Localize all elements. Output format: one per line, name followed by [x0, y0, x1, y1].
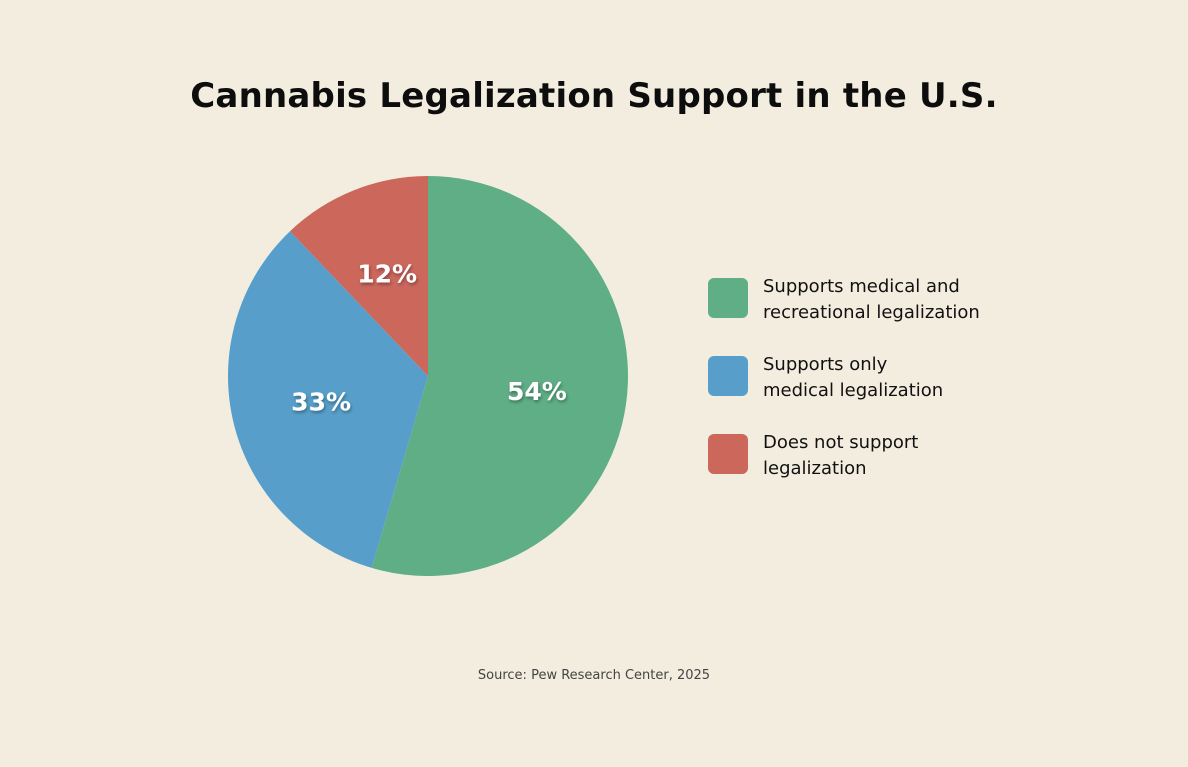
pie-slice-no-support — [289, 176, 428, 376]
legend-label: Supports only medical legalization — [763, 352, 983, 404]
slice-label-medical-recreational: 54% — [507, 377, 567, 406]
legend-label: Does not support legalization — [763, 430, 983, 482]
legend-label: Supports medical and recreational legali… — [763, 274, 983, 326]
legend-label-line: recreational legalization — [763, 302, 980, 323]
chart-title: Cannabis Legalization Support in the U.S… — [190, 76, 998, 116]
source-note: Source: Pew Research Center, 2025 — [477, 668, 711, 683]
legend-label-line: legalization — [763, 458, 867, 479]
slice-label-no-support: 12% — [357, 259, 417, 288]
legend-label-line: Does not support — [763, 432, 919, 453]
legend-label-line: medical legalization — [763, 380, 944, 401]
legend-swatch-no-support — [708, 434, 748, 474]
pie-slice-medical-only — [227, 231, 428, 568]
legend: Supports medical and recreational legali… — [708, 274, 983, 508]
slice-label-medical-only: 33% — [291, 387, 351, 416]
legend-item: Supports only medical legalization — [708, 352, 983, 430]
legend-label-line: Supports medical and — [763, 276, 960, 297]
legend-item: Supports medical and recreational legali… — [708, 274, 983, 352]
legend-item: Does not support legalization — [708, 430, 983, 508]
legend-swatch-medical-only — [708, 356, 748, 396]
legend-label-line: Supports only — [763, 354, 888, 375]
legend-swatch-medical-recreational — [708, 278, 748, 318]
pie-slice-medical-recreational — [371, 176, 628, 576]
